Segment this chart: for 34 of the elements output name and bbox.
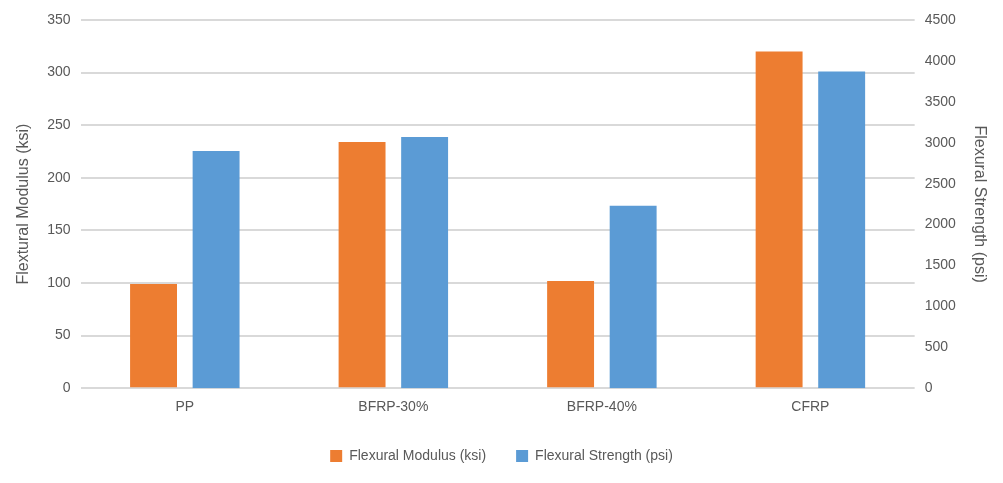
bar bbox=[755, 51, 803, 388]
y2-axis-title: Flexural Strength (psi) bbox=[971, 125, 989, 283]
bar bbox=[130, 284, 177, 388]
bar bbox=[609, 205, 657, 389]
y-tick-label: 50 bbox=[54, 326, 71, 343]
x-tick-label: BFRP-40% bbox=[566, 398, 637, 415]
bar bbox=[818, 71, 866, 389]
y2-tick-label: 3000 bbox=[924, 133, 957, 150]
x-tick-label: CFRP bbox=[791, 398, 830, 415]
y-tick-label: 0 bbox=[62, 379, 71, 396]
bar bbox=[547, 280, 595, 388]
x-tick-label: PP bbox=[175, 398, 195, 415]
y2-tick-label: 3500 bbox=[924, 92, 957, 109]
y2-tick-label: 500 bbox=[924, 338, 949, 355]
y-axis-title: Flextural Modulus (ksi) bbox=[14, 123, 32, 285]
bar bbox=[192, 150, 240, 389]
x-tick-label: BFRP-30% bbox=[358, 398, 429, 415]
y-tick-label: 100 bbox=[47, 273, 71, 290]
y-tick-label: 200 bbox=[47, 168, 71, 185]
y2-tick-label: 4000 bbox=[924, 51, 957, 68]
y-tick-label: 150 bbox=[47, 221, 71, 238]
y2-tick-label: 0 bbox=[924, 379, 933, 396]
y-tick-label: 300 bbox=[47, 63, 71, 80]
y2-tick-label: 4500 bbox=[924, 10, 957, 27]
y-tick-label: 350 bbox=[47, 10, 71, 27]
bar bbox=[401, 137, 449, 389]
y-tick-label: 250 bbox=[47, 116, 71, 133]
legend-label: Flexural Modulus (ksi) bbox=[349, 446, 487, 463]
y2-tick-label: 2500 bbox=[924, 174, 957, 191]
y2-tick-label: 1500 bbox=[924, 256, 957, 273]
y2-tick-label: 1000 bbox=[924, 297, 957, 314]
y2-tick-label: 2000 bbox=[924, 215, 957, 232]
legend-label: Flexural Strength (psi) bbox=[535, 446, 673, 463]
bar bbox=[338, 142, 386, 388]
